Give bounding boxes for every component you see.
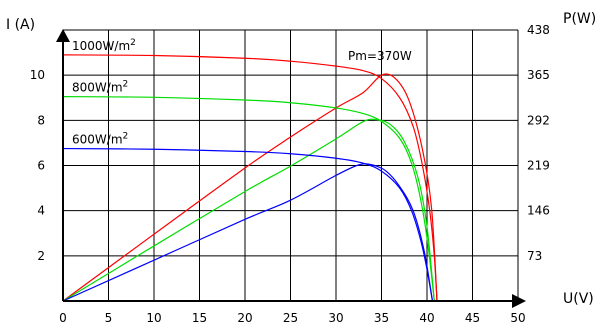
x-tick-label: 50 <box>510 311 525 325</box>
x-axis-arrowhead <box>512 294 526 308</box>
y-right-tick-label: 219 <box>527 159 550 173</box>
tick-labels: 0 5 10 15 20 25 30 35 40 45 50 2 4 6 8 10 73 146 219 292 365… <box>30 23 550 325</box>
x-tick-label: 25 <box>283 311 298 325</box>
pv-curve-600 <box>62 163 434 302</box>
axes <box>56 29 526 308</box>
x-tick-label: 35 <box>374 311 389 325</box>
y-right-tick-label: 73 <box>527 249 542 263</box>
y-right-tick-label: 292 <box>527 113 550 127</box>
y-right-tick-label: 438 <box>527 23 550 37</box>
iv-curve-800 <box>62 96 435 302</box>
iv-curve-600 <box>62 147 434 302</box>
x-tick-label: 10 <box>146 311 161 325</box>
y-left-axis-title: I (A) <box>6 17 35 33</box>
pv-curve-800 <box>62 118 435 302</box>
x-tick-label: 5 <box>105 311 113 325</box>
y-left-tick-label: 8 <box>37 113 45 127</box>
y-left-tick-label: 10 <box>30 68 45 82</box>
pv-curve-1000 <box>62 73 438 302</box>
series-label-600: 600W/m2 <box>72 132 128 147</box>
series-label-800: 800W/m2 <box>72 80 128 95</box>
y-right-axis-title: P(W) <box>563 11 596 27</box>
y-right-tick-label: 146 <box>527 204 550 218</box>
x-tick-label: 0 <box>59 311 67 325</box>
curves <box>62 54 438 302</box>
y-left-tick-label: 4 <box>37 204 45 218</box>
max-power-annotation: Pm=370W <box>348 49 412 63</box>
x-tick-label: 30 <box>328 311 343 325</box>
series-labels: 1000W/m2 800W/m2 600W/m2 <box>72 38 136 147</box>
y-left-tick-label: 2 <box>37 249 45 263</box>
series-label-1000: 1000W/m2 <box>72 38 136 53</box>
y-left-tick-label: 6 <box>37 159 45 173</box>
x-tick-label: 40 <box>419 311 434 325</box>
y-axis-arrowhead <box>56 29 70 42</box>
y-right-tick-label: 365 <box>527 68 550 82</box>
x-tick-label: 20 <box>237 311 252 325</box>
x-tick-label: 45 <box>465 311 480 325</box>
x-axis-title: U(V) <box>563 291 594 307</box>
x-tick-label: 15 <box>192 311 207 325</box>
